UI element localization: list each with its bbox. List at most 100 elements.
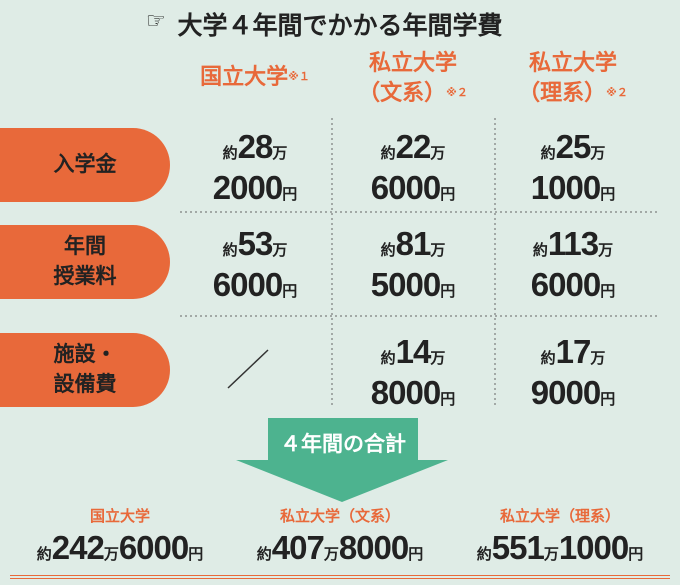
hand-icon: ☞ xyxy=(146,8,166,33)
amount-part: 約 xyxy=(540,145,556,162)
label-line: 入学金 xyxy=(53,153,117,176)
amount-part: 約 xyxy=(476,546,492,563)
amount-part: 242 xyxy=(51,529,105,566)
amount-part: 万 xyxy=(598,242,614,259)
amount-part: 円 xyxy=(440,391,456,408)
cell-line: 6000円 xyxy=(175,268,335,309)
cell-line: 約17万 xyxy=(493,335,653,376)
amount-part: 約 xyxy=(222,242,238,259)
title: 大学４年間でかかる年間学費 xyxy=(177,12,503,40)
amount-part: 円 xyxy=(408,546,424,563)
column-header: 国立大学※１ xyxy=(175,62,335,92)
row-label: 入学金 xyxy=(0,128,170,202)
amount-part: 円 xyxy=(282,186,298,203)
cell: 約81万 5000円 xyxy=(333,227,493,309)
cell-line: 6000円 xyxy=(493,268,653,309)
amount-part: 円 xyxy=(188,546,204,563)
amount-part: 407 xyxy=(271,529,325,566)
cell: 約113万 6000円 xyxy=(493,227,653,309)
amount-part: 万 xyxy=(430,242,446,259)
amount-part: 6000 xyxy=(118,529,189,566)
row-label: 施設・ 設備費 xyxy=(0,333,170,407)
amount-part: 約 xyxy=(36,546,52,563)
note: ※２ xyxy=(606,87,628,99)
amount-part: 2000 xyxy=(212,169,283,206)
cell-line: 1000円 xyxy=(493,171,653,212)
amount-part: 8000 xyxy=(338,529,409,566)
header-line: （文系）※２ xyxy=(358,80,468,105)
amount-part: 万 xyxy=(590,350,606,367)
amount-part: 万 xyxy=(543,546,559,563)
header-line: 国立大学※１ xyxy=(200,64,310,89)
cell: 約14万 8000円 xyxy=(333,335,493,417)
amount-part: 円 xyxy=(440,283,456,300)
amount-part: 万 xyxy=(272,145,288,162)
amount-part: 6000 xyxy=(370,169,441,206)
amount-part: 25 xyxy=(555,128,592,165)
arrow xyxy=(236,418,448,502)
amount-part: 6000 xyxy=(212,266,283,303)
amount-part: 円 xyxy=(282,283,298,300)
summary-amount: 約551万1000円 xyxy=(450,528,670,579)
amount-part: 円 xyxy=(628,546,644,563)
amount-part: 円 xyxy=(600,186,616,203)
note: ※１ xyxy=(288,71,310,83)
amount-part: 円 xyxy=(440,186,456,203)
amount-part: 551 xyxy=(491,529,545,566)
summary-label: ４年間の合計 xyxy=(280,433,406,456)
amount-part: 約 xyxy=(380,145,396,162)
label-line: 年間 xyxy=(64,235,106,258)
column-header: 私立大学 （文系）※２ xyxy=(333,48,493,108)
amount-part: 1000 xyxy=(530,169,601,206)
row-label: 年間 授業料 xyxy=(0,225,170,299)
label-line: 授業料 xyxy=(53,265,117,288)
amount-part: 約 xyxy=(380,350,396,367)
cell: 約17万 9000円 xyxy=(493,335,653,417)
amount-part: 9000 xyxy=(530,374,601,411)
header-line: （理系）※２ xyxy=(518,80,628,105)
amount-part: 約 xyxy=(256,546,272,563)
summary-name: 私立大学（文系） xyxy=(279,508,400,525)
cell-line: 約22万 xyxy=(333,130,493,171)
amount-part: 5000 xyxy=(370,266,441,303)
cell: 約25万 1000円 xyxy=(493,130,653,212)
amount-part: 約 xyxy=(540,350,556,367)
header-line: 私立大学 xyxy=(528,50,617,75)
amount-part: 万 xyxy=(272,242,288,259)
cell-line: 9000円 xyxy=(493,376,653,417)
cell-line: 8000円 xyxy=(333,376,493,417)
amount-part: 8000 xyxy=(370,374,441,411)
amount-part: 22 xyxy=(395,128,432,165)
amount-part: 約 xyxy=(222,145,238,162)
summary-name: 国立大学 xyxy=(89,508,150,525)
cell: 約28万 2000円 xyxy=(175,130,335,212)
amount-part: 17 xyxy=(555,333,592,370)
cell-line: 約81万 xyxy=(333,227,493,268)
note: ※２ xyxy=(446,87,468,99)
amount-part: 万 xyxy=(430,350,446,367)
cell-line: 6000円 xyxy=(333,171,493,212)
cell-line: 2000円 xyxy=(175,171,335,212)
label-line: 施設・ xyxy=(53,343,117,366)
amount-part: 万 xyxy=(430,145,446,162)
amount-part: 14 xyxy=(395,333,432,370)
summary-amount: 約242万6000円 xyxy=(10,528,230,579)
amount-part: 万 xyxy=(103,546,119,563)
label-line: 設備費 xyxy=(53,373,117,396)
cell-line: 約14万 xyxy=(333,335,493,376)
cell: 約53万 6000円 xyxy=(175,227,335,309)
cell-line: 約28万 xyxy=(175,130,335,171)
cell: 約22万 6000円 xyxy=(333,130,493,212)
amount-part: 1000 xyxy=(558,529,629,566)
cell-line: 5000円 xyxy=(333,268,493,309)
amount-part: 113 xyxy=(547,225,599,262)
cell-line: 約25万 xyxy=(493,130,653,171)
amount-part: 53 xyxy=(237,225,274,262)
header-line: 私立大学 xyxy=(368,50,457,75)
column-header: 私立大学 （理系）※２ xyxy=(493,48,653,108)
amount-part: 万 xyxy=(590,145,606,162)
empty-slash xyxy=(227,349,269,389)
cell-line: 約53万 xyxy=(175,227,335,268)
